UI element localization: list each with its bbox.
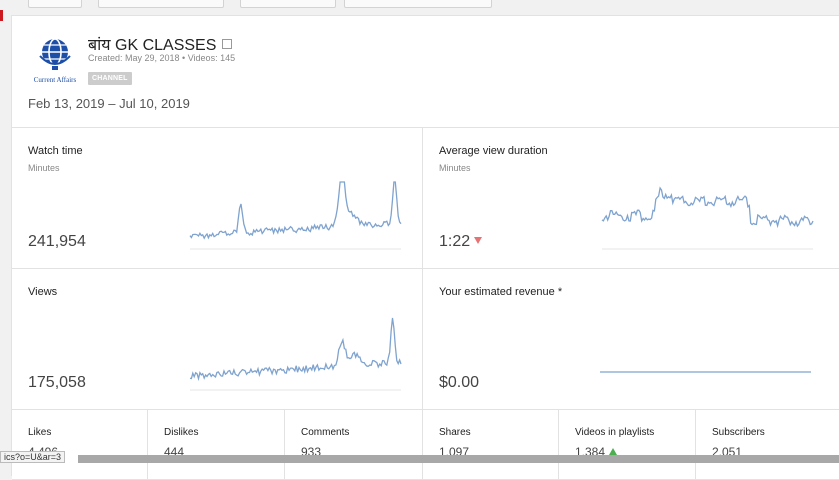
stat-videos-in-playlists[interactable]: Videos in playlists 1,384 (559, 410, 696, 480)
toolbar-button-3[interactable] (240, 0, 336, 8)
stat-subscribers[interactable]: Subscribers 2,051 (696, 410, 839, 480)
trend-down-icon (474, 237, 483, 245)
stat-shares[interactable]: Shares 1,097 (423, 410, 559, 480)
views-card[interactable]: Views 175,058 (12, 269, 423, 410)
card-title: Watch time (28, 145, 83, 157)
card-title: Average view duration (439, 145, 548, 157)
sparkline-path (601, 186, 814, 229)
stat-likes[interactable]: Likes 4,496 (12, 410, 148, 480)
card-value: 175,058 (28, 374, 86, 391)
stat-label: Likes (28, 427, 52, 438)
horizontal-scrollbar[interactable] (78, 455, 839, 463)
channel-logo[interactable]: Current Affairs (26, 32, 84, 90)
brand-marker (0, 10, 3, 21)
stat-label: Videos in playlists (575, 427, 655, 438)
channel-name[interactable]: बांय GK CLASSES (88, 37, 217, 54)
toolbar-button-2[interactable] (98, 0, 224, 8)
stat-label: Shares (439, 427, 471, 438)
card-title: Your estimated revenue * (439, 286, 563, 298)
toolbar-button-4[interactable] (344, 0, 492, 8)
stat-label: Subscribers (712, 427, 765, 438)
sparkline-path (189, 181, 402, 240)
trend-up-icon (609, 448, 618, 456)
watch-time-card[interactable]: Watch time Minutes 241,954 (12, 128, 423, 269)
date-range: Feb 13, 2019 – Jul 10, 2019 (28, 96, 190, 111)
analytics-panel: Current Affairs बांय GK CLASSES Created:… (11, 15, 839, 480)
channel-title[interactable]: बांय GK CLASSES (88, 33, 233, 55)
revenue-sparkline (600, 371, 811, 373)
revenue-card[interactable]: Your estimated revenue * $0.00 (423, 269, 839, 410)
avg-view-duration-card[interactable]: Average view duration Minutes 1:22 (423, 128, 839, 269)
watch-time-sparkline (189, 181, 402, 250)
card-unit: Minutes (439, 163, 471, 173)
card-unit: Minutes (28, 163, 60, 173)
stat-label: Comments (301, 427, 350, 438)
card-title: Views (28, 286, 58, 298)
globe-icon: Current Affairs (34, 38, 77, 84)
stat-dislikes[interactable]: Dislikes 444 (148, 410, 285, 480)
avg-duration-value: 1:22 (439, 233, 471, 250)
channel-meta: Created: May 29, 2018 • Videos: 145 (88, 53, 236, 63)
toolbar-button-1[interactable] (28, 0, 82, 8)
stat-comments[interactable]: Comments 933 (285, 410, 423, 480)
views-sparkline (189, 317, 402, 391)
sparkline-path (189, 317, 402, 382)
metrics-grid: Watch time Minutes 241,954 Average view … (12, 127, 839, 480)
status-bar-url: ics?o=U&ar=3 (0, 451, 66, 463)
stat-label: Dislikes (164, 427, 199, 438)
card-value: 1:22 (439, 233, 483, 251)
channel-header: Current Affairs बांय GK CLASSES Created:… (12, 16, 839, 127)
logo-text: Current Affairs (34, 76, 77, 84)
channel-badge: CHANNEL (88, 72, 132, 85)
avg-duration-sparkline (601, 186, 814, 250)
card-value: $0.00 (439, 374, 480, 391)
card-value: 241,954 (28, 233, 86, 250)
external-link-icon[interactable] (222, 38, 233, 49)
